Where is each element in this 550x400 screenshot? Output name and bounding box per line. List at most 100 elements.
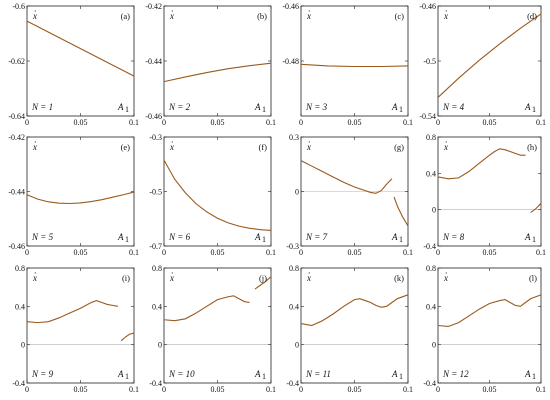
x-axis-label-sub: 1 [532,235,536,244]
panel-label: (h) [527,142,537,152]
y-axis-label-dot: · [34,6,36,16]
y-tick-label: -0.4 [12,379,25,388]
y-tick-label: -0.48 [282,57,299,66]
x-axis-label-sub: 1 [399,235,403,244]
y-axis-label: x [443,142,448,152]
n-label: N = 7 [305,232,328,242]
series-line-1 [300,294,409,327]
panel-label: (k) [394,273,404,283]
series-line-2 [120,332,135,342]
panel-label: (d) [527,11,537,21]
x-tick-label: 0 [436,248,440,257]
plot-frame [300,267,409,384]
y-axis-label-dot: · [445,137,447,147]
y-tick-label: 0 [295,188,299,197]
x-axis-label: A [254,369,261,379]
x-axis-label-sub: 1 [262,105,266,114]
y-tick-label: 0.8 [152,264,162,273]
panel-label: (e) [121,142,131,152]
x-tick-label: 0.1 [403,118,413,127]
y-axis-label: x [169,11,174,21]
y-axis-label-dot: · [34,268,36,278]
series-line-2 [393,196,409,227]
x-tick-label: 0.05 [74,248,88,257]
x-axis-label: A [254,102,261,112]
y-tick-label: -0.4 [423,242,436,251]
y-axis-label: x [306,11,311,21]
x-tick-label: 0 [299,118,303,127]
x-tick-label: 0.1 [403,385,413,394]
series-line-1 [26,191,135,205]
panel-j: -0.400.40.80 0.05 0.1(j)·xN = 10 A 1 [149,264,276,394]
panel-label: (l) [529,273,537,283]
y-axis-label-dot: · [308,268,310,278]
plot-frame [26,267,135,384]
x-tick-label: 0.05 [211,118,225,127]
y-tick-label: 0 [295,341,299,350]
y-tick-label: 0.8 [289,264,299,273]
y-tick-label: 0 [158,341,162,350]
y-tick-label: -0.44 [145,57,162,66]
x-axis-label-sub: 1 [262,235,266,244]
series-line-1 [163,295,250,322]
series-line-1 [26,20,135,77]
y-tick-label: -0.46 [282,2,299,11]
y-axis-label-dot: · [171,268,173,278]
x-axis-label-sub: 1 [399,105,403,114]
x-axis-label-sub: 1 [262,372,266,381]
x-tick-label: 0.05 [211,248,225,257]
y-tick-label: -0.5 [423,57,436,66]
x-tick-label: 0 [25,118,29,127]
y-tick-label: -0.3 [286,242,299,251]
y-axis-label: x [443,273,448,283]
x-axis-label: A [254,232,261,242]
n-label: N = 12 [442,369,469,379]
x-tick-label: 0.1 [266,385,276,394]
series-line-1 [437,294,542,328]
x-axis-label-sub: 1 [399,372,403,381]
y-tick-label: 0.8 [426,264,436,273]
y-axis-label: x [169,142,174,152]
x-axis-label: A [524,232,531,242]
series-line-1 [163,62,272,83]
y-tick-label: 0.3 [289,133,299,142]
y-axis-label-dot: · [308,6,310,16]
y-axis-label: x [306,273,311,283]
x-axis-label: A [524,369,531,379]
x-tick-label: 0.1 [129,118,139,127]
series-line-2 [254,276,272,290]
y-tick-label: 0 [21,341,25,350]
panel-label: (f) [259,142,268,152]
y-tick-label: -0.44 [8,188,25,197]
plot-frame [300,5,409,117]
n-label: N = 2 [168,102,191,112]
x-axis-label-sub: 1 [532,372,536,381]
x-tick-label: 0.1 [536,385,546,394]
series-line-1 [300,160,393,194]
n-label: N = 3 [305,102,328,112]
y-axis-label: x [306,142,311,152]
plot-frame [26,136,135,247]
series-line-1 [26,299,119,324]
x-axis-label: A [117,232,124,242]
y-tick-label: -0.46 [419,2,436,11]
x-tick-label: 0.05 [483,385,497,394]
panel-l: -0.400.40.80 0.05 0.1(l)·xN = 12 A 1 [423,264,546,394]
panel-label: (i) [122,273,130,283]
x-tick-label: 0.05 [483,118,497,127]
y-tick-label: 0.4 [289,302,299,311]
y-tick-label: 0.4 [426,302,436,311]
y-tick-label: -0.4 [423,379,436,388]
y-axis-label: x [169,273,174,283]
y-axis-label-dot: · [308,137,310,147]
x-tick-label: 0 [162,385,166,394]
panel-label: (g) [394,142,404,152]
y-tick-label: -0.4 [149,379,162,388]
